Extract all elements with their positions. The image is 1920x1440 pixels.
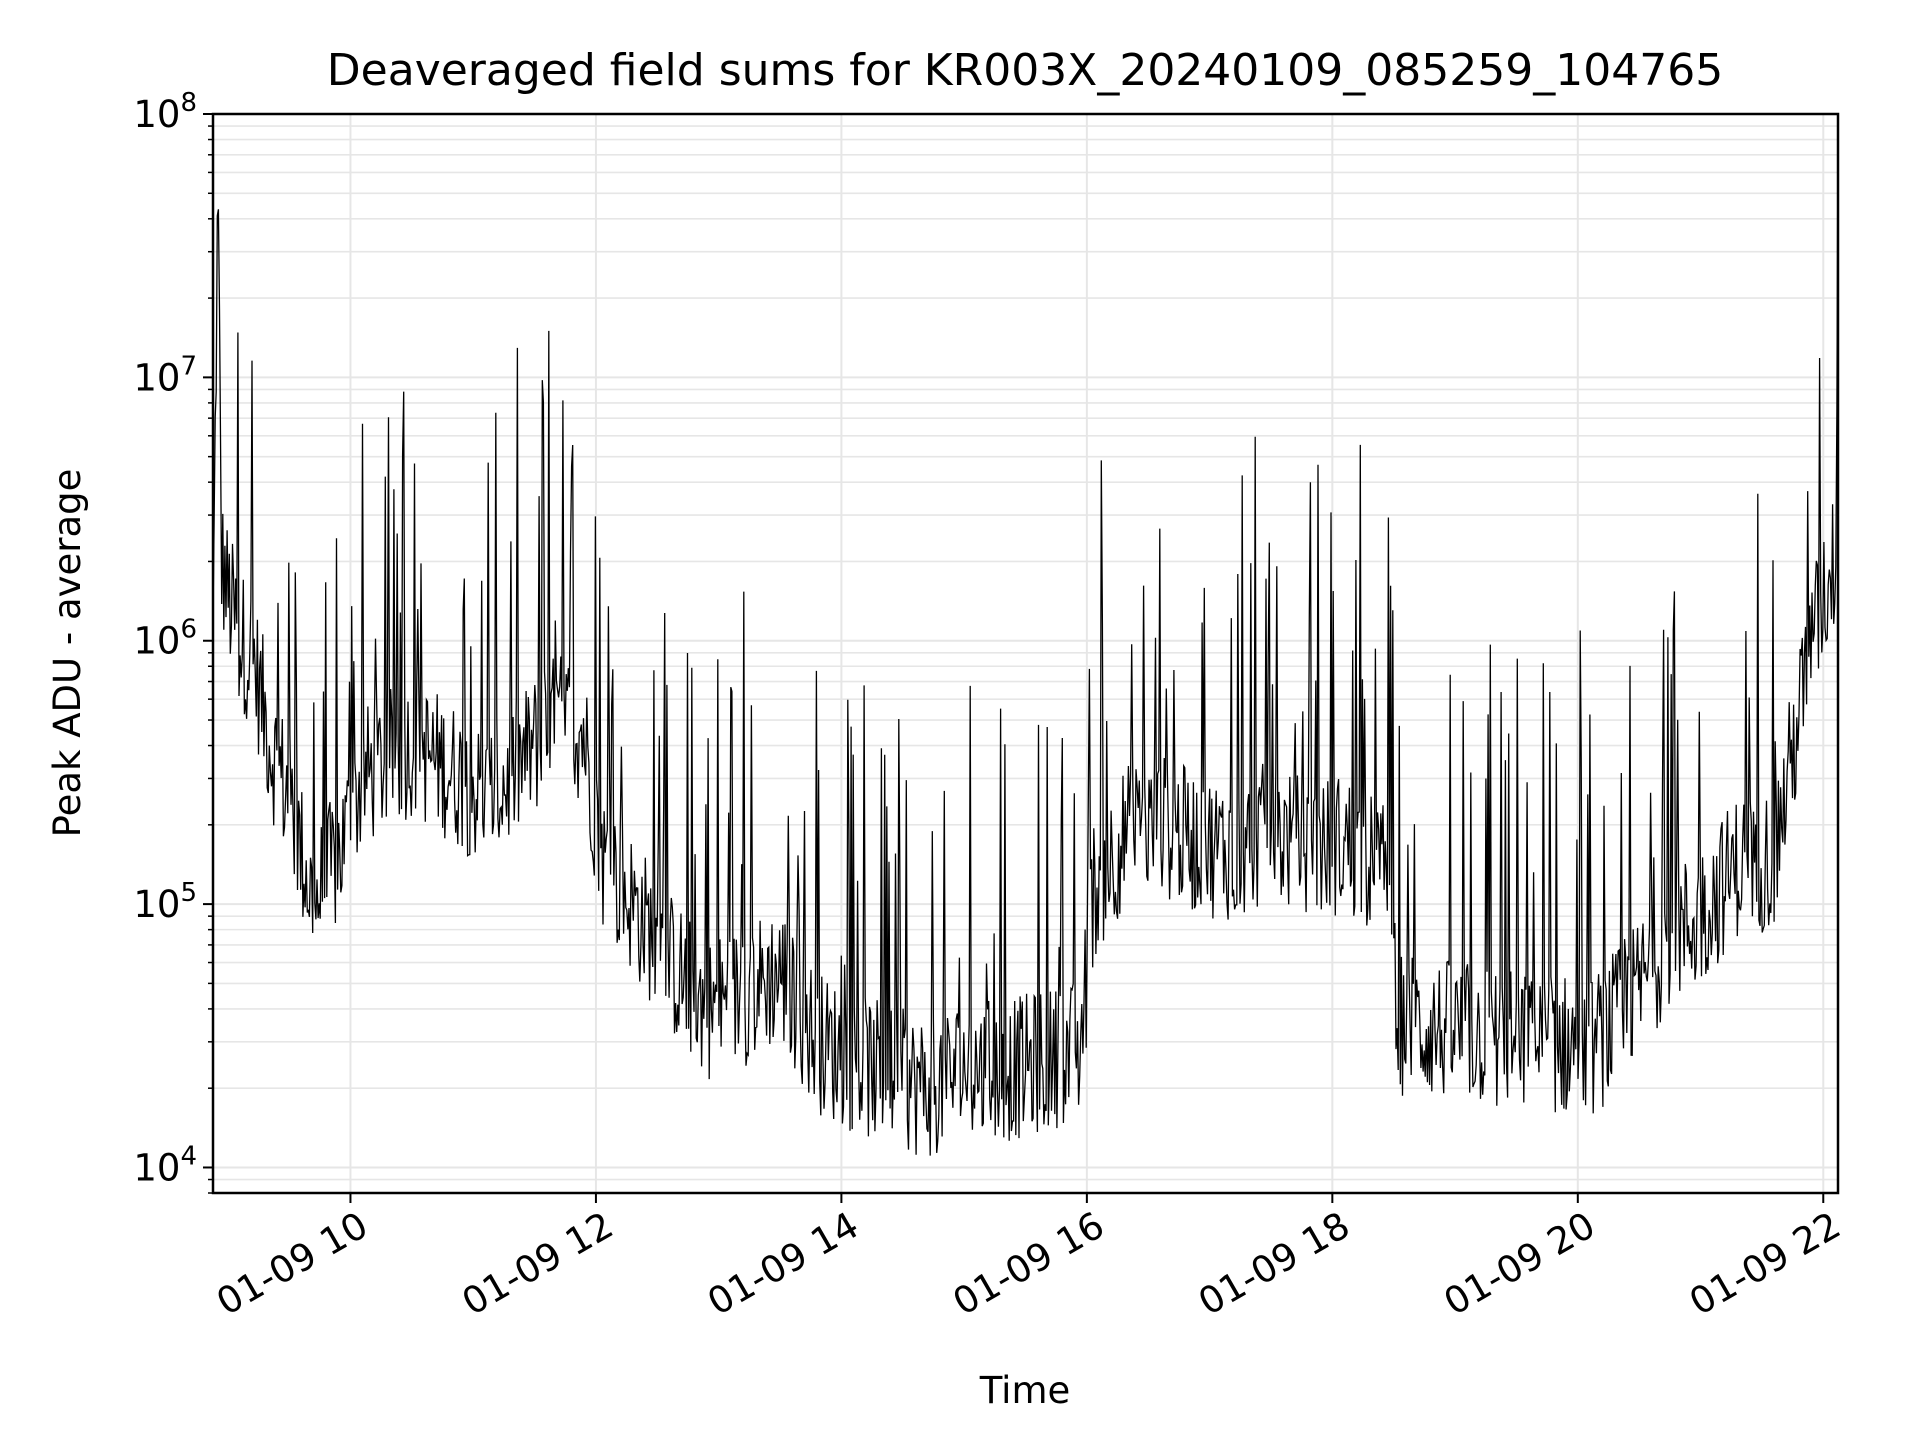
x-tick-label: 01-09 18 [1191, 1204, 1357, 1324]
y-tick-exponent: 7 [180, 351, 197, 381]
y-axis-label: Peak ADU - average [46, 469, 89, 838]
y-tick-exponent: 4 [180, 1141, 197, 1171]
y-tick-label: 104 [133, 1141, 197, 1189]
x-tick-label: 01-09 22 [1682, 1204, 1848, 1324]
x-tick-label: 01-09 10 [209, 1204, 375, 1324]
x-tick-label: 01-09 20 [1437, 1204, 1603, 1324]
x-axis-label: Time [979, 1369, 1071, 1412]
y-tick-label: 105 [133, 878, 197, 926]
data-series [212, 119, 1839, 1156]
y-tick-base: 10 [133, 883, 180, 926]
y-tick-exponent: 6 [180, 615, 197, 645]
y-tick-label: 107 [133, 351, 197, 399]
x-tick-label: 01-09 14 [700, 1204, 866, 1324]
y-tick-base: 10 [133, 1146, 180, 1189]
y-tick-base: 10 [133, 356, 180, 399]
x-tick-label: 01-09 16 [946, 1204, 1112, 1324]
chart-title: Deaveraged field sums for KR003X_2024010… [327, 45, 1723, 96]
y-tick-base: 10 [133, 93, 180, 136]
y-tick-label: 108 [133, 88, 197, 136]
y-tick-label: 106 [133, 615, 197, 663]
y-tick-exponent: 5 [180, 878, 197, 908]
y-tick-base: 10 [133, 620, 180, 663]
y-tick-exponent: 8 [180, 88, 197, 118]
x-tick-label: 01-09 12 [455, 1204, 621, 1324]
series-line [212, 119, 1839, 1156]
